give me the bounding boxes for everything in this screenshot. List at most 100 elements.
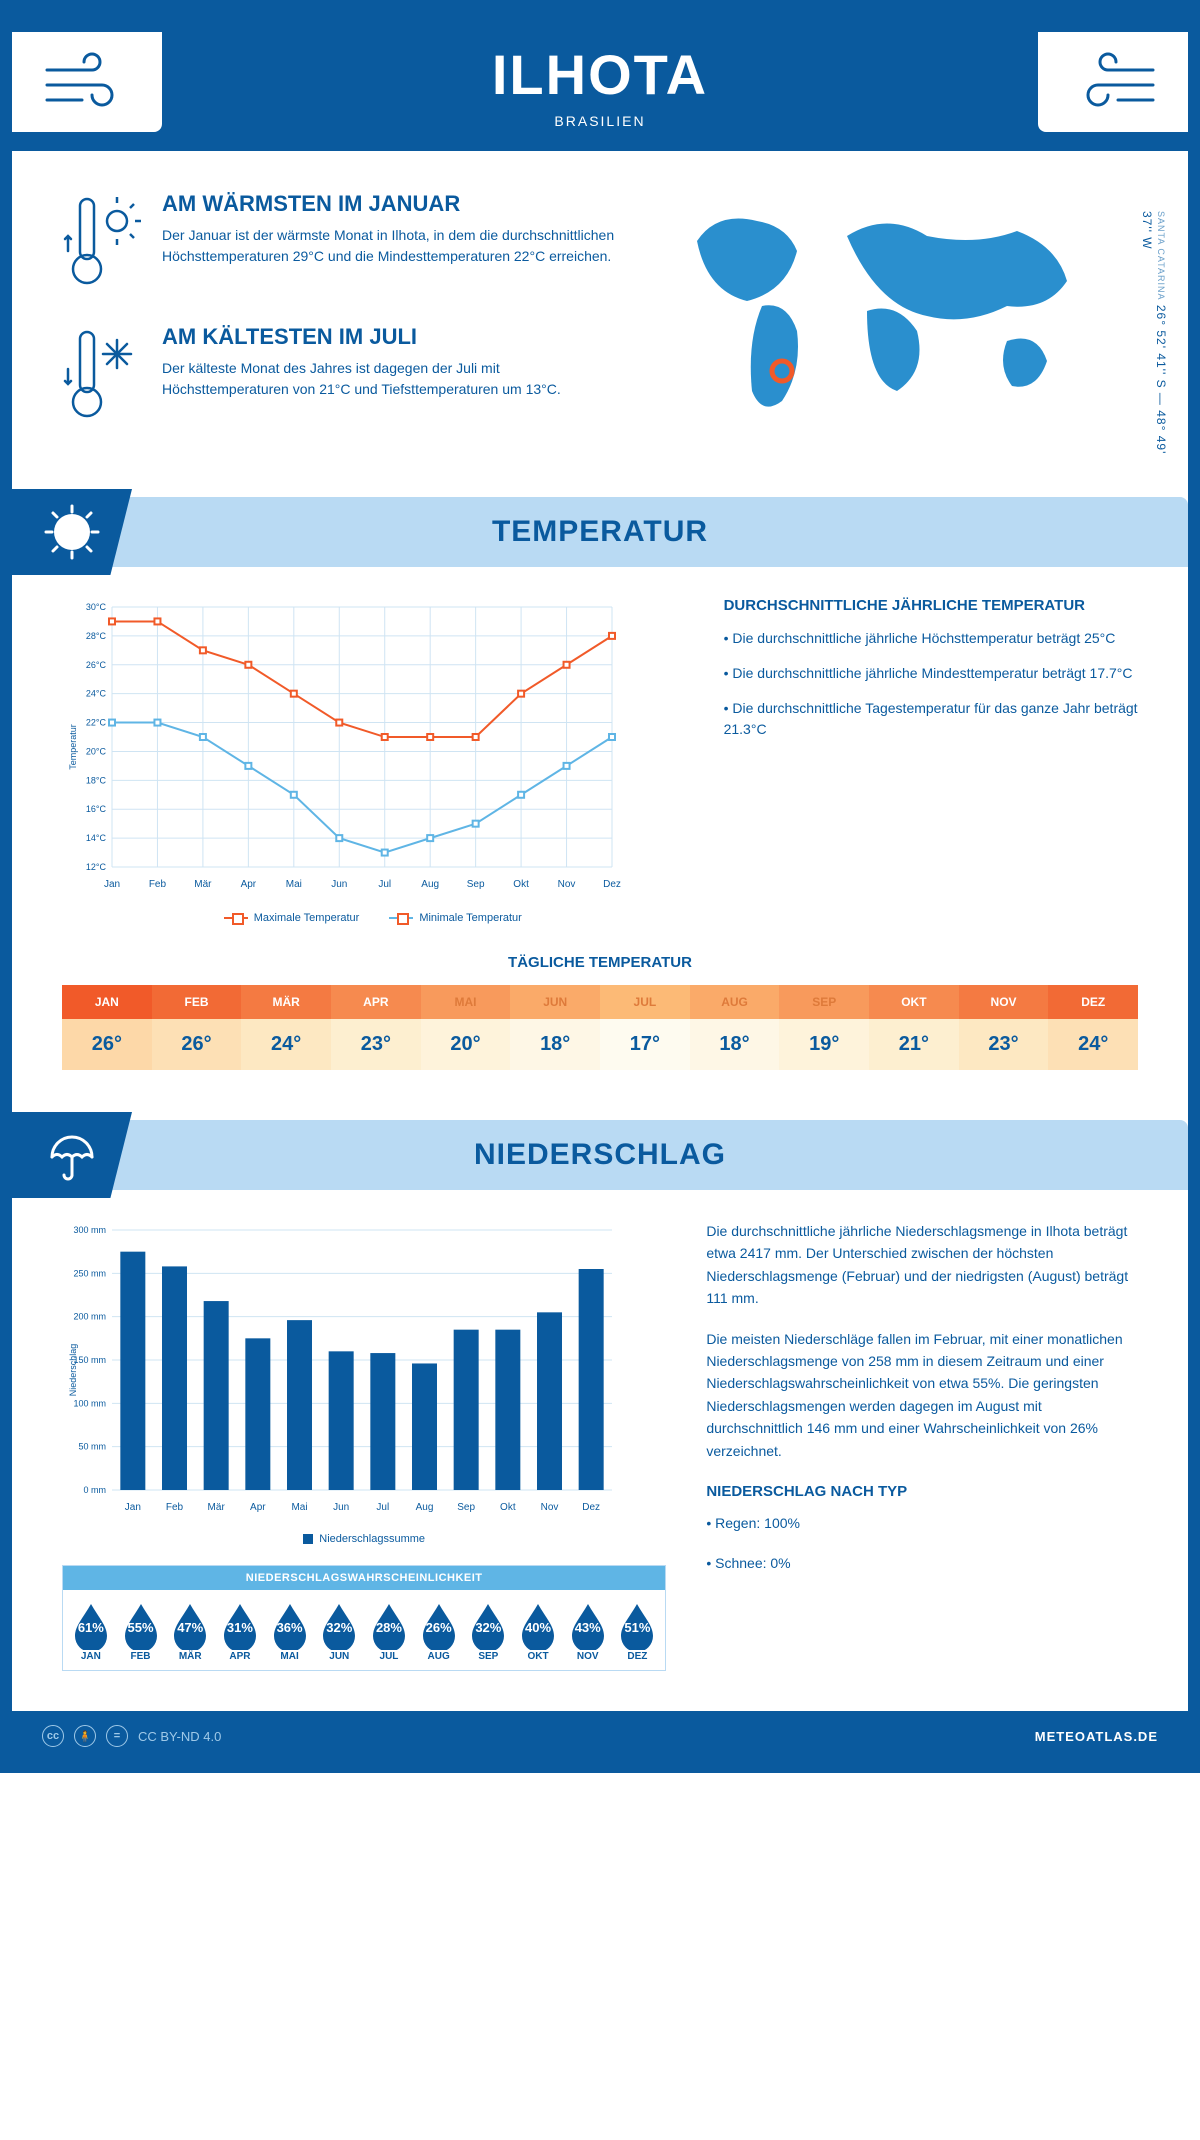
temp-bullet-1: • Die durchschnittliche jährliche Höchst… <box>724 628 1138 649</box>
svg-text:100 mm: 100 mm <box>73 1398 106 1408</box>
svg-text:Nov: Nov <box>541 1502 559 1513</box>
wind-icon-left <box>12 32 162 132</box>
prob-drop: 31%APR <box>216 1602 264 1662</box>
sun-icon <box>12 489 132 575</box>
prob-drop: 55%FEB <box>117 1602 165 1662</box>
location-title: ILHOTA <box>12 42 1188 107</box>
precip-para-2: Die meisten Niederschläge fallen im Febr… <box>706 1328 1138 1462</box>
svg-text:16°C: 16°C <box>86 804 107 814</box>
svg-text:Feb: Feb <box>149 879 167 890</box>
header: ILHOTA BRASILIEN <box>12 12 1188 151</box>
svg-text:250 mm: 250 mm <box>73 1268 106 1278</box>
svg-text:18°C: 18°C <box>86 775 107 785</box>
svg-text:0 mm: 0 mm <box>84 1485 107 1495</box>
daily-temp-title: TÄGLICHE TEMPERATUR <box>62 954 1138 971</box>
svg-text:Mär: Mär <box>208 1502 226 1513</box>
svg-text:30°C: 30°C <box>86 602 107 612</box>
by-icon: 🧍 <box>74 1725 96 1747</box>
svg-text:22°C: 22°C <box>86 718 107 728</box>
daily-cell: DEZ24° <box>1048 985 1138 1070</box>
daily-cell: JUL17° <box>600 985 690 1070</box>
svg-text:20°C: 20°C <box>86 746 107 756</box>
temperature-section-header: TEMPERATUR <box>12 497 1188 567</box>
precip-section-header: NIEDERSCHLAG <box>12 1120 1188 1190</box>
precip-type-rain: • Regen: 100% <box>706 1512 1138 1534</box>
warmest-text: Der Januar ist der wärmste Monat in Ilho… <box>162 225 627 267</box>
warmest-title: AM WÄRMSTEN IM JANUAR <box>162 191 627 217</box>
wind-icon-right <box>1038 32 1188 132</box>
svg-text:Apr: Apr <box>241 879 257 890</box>
svg-text:Nov: Nov <box>558 879 576 890</box>
temp-bullet-3: • Die durchschnittliche Tagestemperatur … <box>724 698 1138 740</box>
cc-icon: cc <box>42 1725 64 1747</box>
thermometer-cold-icon <box>62 324 142 429</box>
svg-text:Jul: Jul <box>376 1502 389 1513</box>
svg-text:Aug: Aug <box>421 879 439 890</box>
svg-text:Feb: Feb <box>166 1502 184 1513</box>
svg-text:Jun: Jun <box>333 1502 349 1513</box>
daily-cell: JAN26° <box>62 985 152 1070</box>
footer: cc 🧍 = CC BY-ND 4.0 METEOATLAS.DE <box>12 1711 1188 1761</box>
precip-type-title: NIEDERSCHLAG NACH TYP <box>706 1480 1138 1504</box>
svg-text:Temperatur: Temperatur <box>68 724 78 770</box>
svg-text:Dez: Dez <box>582 1502 600 1513</box>
umbrella-icon <box>12 1112 132 1198</box>
coldest-text: Der kälteste Monat des Jahres ist dagege… <box>162 358 627 400</box>
svg-text:Jan: Jan <box>125 1502 141 1513</box>
svg-text:28°C: 28°C <box>86 631 107 641</box>
svg-text:24°C: 24°C <box>86 689 107 699</box>
svg-text:Mai: Mai <box>286 879 302 890</box>
svg-text:Aug: Aug <box>416 1502 434 1513</box>
svg-text:12°C: 12°C <box>86 862 107 872</box>
svg-text:300 mm: 300 mm <box>73 1225 106 1235</box>
daily-cell: NOV23° <box>959 985 1049 1070</box>
license-text: CC BY-ND 4.0 <box>138 1729 221 1744</box>
svg-text:150 mm: 150 mm <box>73 1355 106 1365</box>
daily-cell: APR23° <box>331 985 421 1070</box>
svg-text:Mär: Mär <box>194 879 212 890</box>
prob-drop: 61%JAN <box>67 1602 115 1662</box>
daily-cell: MAI20° <box>421 985 511 1070</box>
temp-side-title: DURCHSCHNITTLICHE JÄHRLICHE TEMPERATUR <box>724 597 1138 614</box>
svg-text:Jul: Jul <box>378 879 391 890</box>
svg-text:Dez: Dez <box>603 879 621 890</box>
prob-drop: 28%JUL <box>365 1602 413 1662</box>
svg-text:200 mm: 200 mm <box>73 1312 106 1322</box>
svg-text:Okt: Okt <box>513 879 529 890</box>
prob-drop: 32%SEP <box>465 1602 513 1662</box>
svg-text:26°C: 26°C <box>86 660 107 670</box>
prob-drop: 47%MÄR <box>166 1602 214 1662</box>
daily-temp-table: JAN26°FEB26°MÄR24°APR23°MAI20°JUN18°JUL1… <box>62 985 1138 1070</box>
temp-chart-legend: .lline:nth-of-type(1)::after{border-colo… <box>62 912 684 924</box>
prob-drop: 36%MAI <box>266 1602 314 1662</box>
world-map <box>667 191 1087 421</box>
prob-drop: 32%JUN <box>315 1602 363 1662</box>
daily-cell: AUG18° <box>690 985 780 1070</box>
location-country: BRASILIEN <box>12 113 1188 129</box>
coordinates: SANTA CATARINA 26° 52' 41'' S — 48° 49' … <box>1140 211 1168 457</box>
svg-text:Jun: Jun <box>331 879 347 890</box>
prob-drop: 43%NOV <box>564 1602 612 1662</box>
prob-drop: 51%DEZ <box>614 1602 662 1662</box>
daily-cell: FEB26° <box>152 985 242 1070</box>
svg-text:Niederschlag: Niederschlag <box>68 1344 78 1397</box>
thermometer-hot-icon <box>62 191 142 296</box>
daily-cell: MÄR24° <box>241 985 331 1070</box>
svg-text:Jan: Jan <box>104 879 120 890</box>
daily-cell: SEP19° <box>779 985 869 1070</box>
coldest-fact: AM KÄLTESTEN IM JULI Der kälteste Monat … <box>62 324 627 429</box>
svg-text:Sep: Sep <box>467 879 485 890</box>
svg-text:Sep: Sep <box>457 1502 475 1513</box>
svg-text:50 mm: 50 mm <box>78 1442 106 1452</box>
svg-text:Okt: Okt <box>500 1502 516 1513</box>
prob-drop: 26%AUG <box>415 1602 463 1662</box>
daily-cell: JUN18° <box>510 985 600 1070</box>
precip-para-1: Die durchschnittliche jährliche Niedersc… <box>706 1220 1138 1310</box>
daily-cell: OKT21° <box>869 985 959 1070</box>
coldest-title: AM KÄLTESTEN IM JULI <box>162 324 627 350</box>
svg-text:Mai: Mai <box>291 1502 307 1513</box>
nd-icon: = <box>106 1725 128 1747</box>
svg-text:14°C: 14°C <box>86 833 107 843</box>
prob-drop: 40%OKT <box>514 1602 562 1662</box>
precip-probability-box: NIEDERSCHLAGSWAHRSCHEINLICHKEIT 61%JAN55… <box>62 1565 666 1671</box>
